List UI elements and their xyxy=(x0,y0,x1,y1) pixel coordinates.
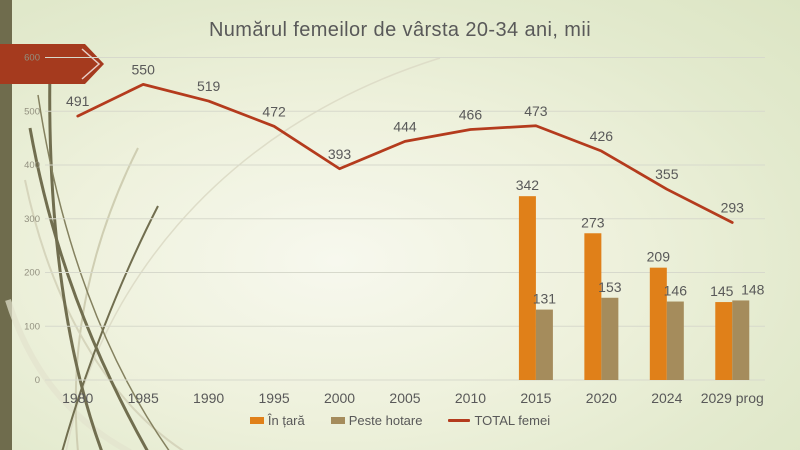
bar-data-label: 131 xyxy=(533,291,557,307)
x-axis-label: 1990 xyxy=(193,390,224,406)
line-data-label: 444 xyxy=(393,118,417,134)
wisp-curve xyxy=(48,65,103,450)
bar-1 xyxy=(535,309,553,380)
bar-data-label: 145 xyxy=(710,283,734,299)
line-data-label: 491 xyxy=(66,93,90,109)
wisp-curve xyxy=(5,299,132,450)
bar-1 xyxy=(732,300,750,380)
line-data-label: 355 xyxy=(655,166,679,182)
legend-item: Peste hotare xyxy=(330,413,423,428)
y-axis-tick-label: 600 xyxy=(24,53,40,64)
bar-0 xyxy=(715,302,733,380)
legend-label: Peste hotare xyxy=(348,413,423,428)
side-stripe xyxy=(0,0,12,450)
line-data-label: 466 xyxy=(459,107,483,123)
x-axis-label: 1980 xyxy=(62,390,93,406)
y-axis-tick-label: 0 xyxy=(35,375,40,386)
bar-1 xyxy=(666,301,684,380)
legend-label: TOTAL femei xyxy=(474,413,551,428)
line-data-label: 473 xyxy=(524,103,548,119)
total-line xyxy=(76,83,734,224)
bar-data-label: 209 xyxy=(647,249,671,265)
y-axis-tick-label: 500 xyxy=(24,106,40,117)
wisp-curve xyxy=(28,127,149,450)
bar-data-label: 146 xyxy=(664,283,688,299)
line-data-label: 293 xyxy=(721,200,745,216)
wisp-curves xyxy=(5,57,441,450)
y-axis-tick-label: 400 xyxy=(24,160,40,171)
y-axis-tick-label: 200 xyxy=(24,268,40,279)
line-data-label: 426 xyxy=(590,128,614,144)
bar-0 xyxy=(518,196,536,380)
legend-label: În țară xyxy=(267,413,305,428)
x-axis-label: 2020 xyxy=(586,390,617,406)
y-axis-tick-label: 100 xyxy=(24,321,40,332)
x-axis-label: 2000 xyxy=(324,390,355,406)
x-axis-label: 1985 xyxy=(128,390,159,406)
y-axis-tick-label: 300 xyxy=(24,214,40,225)
bar-data-label: 273 xyxy=(581,214,605,230)
bar-data-label: 148 xyxy=(741,281,765,297)
x-axis-label: 2024 xyxy=(651,390,682,406)
wisp-curve xyxy=(37,94,170,450)
legend-swatch-icon xyxy=(330,417,345,424)
x-axis-label: 2010 xyxy=(455,390,486,406)
legend-line-icon xyxy=(448,419,471,422)
x-axis-label: 2015 xyxy=(520,390,551,406)
x-axis-label: 1995 xyxy=(259,390,290,406)
bar-data-label: 153 xyxy=(598,279,622,295)
line-data-label: 550 xyxy=(132,61,156,77)
legend-item: TOTAL femei xyxy=(448,413,550,428)
chart-legend: În țară Peste hotare TOTAL femei xyxy=(0,413,800,428)
chart-title: Numărul femeilor de vârsta 20-34 ani, mi… xyxy=(208,19,592,41)
arrow-banner xyxy=(0,44,104,84)
x-axis-label: 2005 xyxy=(389,390,420,406)
bar-0 xyxy=(649,267,667,380)
line-data-label: 393 xyxy=(328,146,352,162)
legend-swatch-icon xyxy=(249,417,264,424)
line-data-label: 472 xyxy=(262,103,286,119)
bar-1 xyxy=(601,297,619,380)
line-data-label: 519 xyxy=(197,78,221,94)
bar-0 xyxy=(584,233,602,380)
x-axis-label: 2029 prog xyxy=(701,390,764,406)
legend-item: În țară xyxy=(249,413,305,428)
bar-data-label: 342 xyxy=(516,177,540,193)
arrow-banner-chevron xyxy=(81,48,101,80)
